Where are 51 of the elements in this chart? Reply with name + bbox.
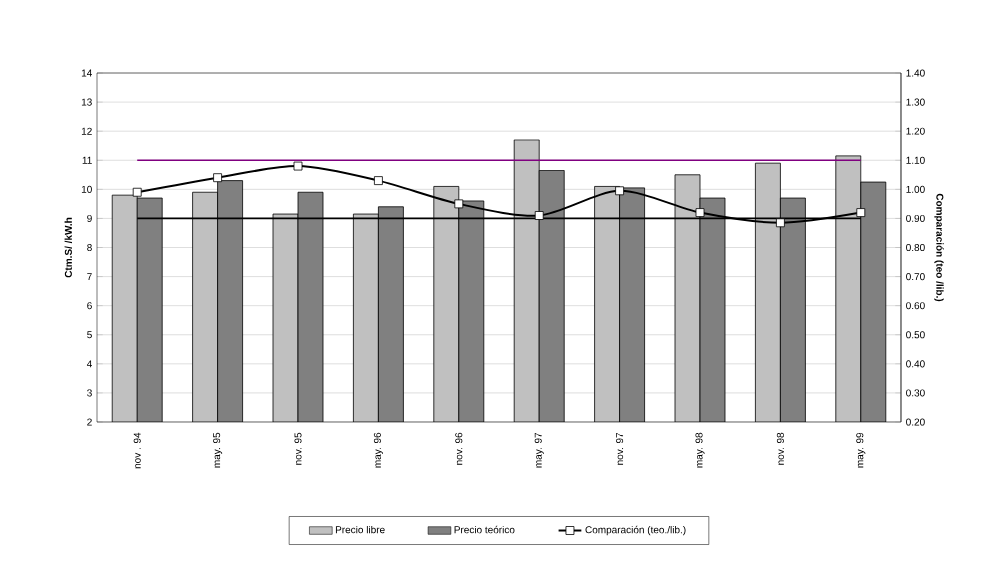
y2-tick-label: 0.50 <box>906 331 925 339</box>
y2-tick-label: 1.20 <box>906 127 925 135</box>
y-tick-label: 9 <box>87 214 92 222</box>
x-tick-label: may. 97 <box>534 432 544 468</box>
point <box>776 218 785 228</box>
x-tick-label: nov. 96 <box>455 432 463 465</box>
y-tick-label: 4 <box>86 360 92 368</box>
legend-label: Comparación (teo./lib.) <box>585 525 686 536</box>
y-tick-label: 10 <box>81 185 92 193</box>
legend-label: Precio teórico <box>454 525 515 534</box>
point <box>856 208 866 217</box>
y-axis-title: Ctm.S/ /kW.h <box>64 217 73 278</box>
y-tick-label: 6 <box>87 302 92 310</box>
y-tick-label: 5 <box>87 331 92 339</box>
y-tick-label: 3 <box>87 389 92 397</box>
point <box>534 211 544 220</box>
y2-axis-title: Comparación (teo /lib.) <box>934 193 944 302</box>
y-tick-label: 14 <box>81 69 92 77</box>
x-tick-label: nov. 97 <box>616 432 624 465</box>
point <box>695 208 705 217</box>
x-tick-label: may. 99 <box>856 432 866 468</box>
point <box>132 187 142 197</box>
point <box>454 199 464 209</box>
x-tick-label: nov. 98 <box>776 432 784 465</box>
x-tick-label: may. 96 <box>373 432 383 468</box>
y2-tick-label: 0.60 <box>906 302 925 310</box>
y2-tick-label: 0.20 <box>906 418 925 426</box>
x-tick-label: nov . 94 <box>133 432 141 469</box>
y2-tick-label: 1.10 <box>906 156 925 164</box>
y-tick-label: 11 <box>82 156 92 164</box>
y-tick-label: 8 <box>87 243 92 252</box>
y-tick-label: 2 <box>87 418 92 426</box>
point <box>374 176 383 186</box>
y2-tick-label: 1.40 <box>906 69 925 77</box>
y2-tick-label: 0.70 <box>906 273 925 281</box>
x-tick-label: nov. 95 <box>294 432 302 465</box>
y-tick-label: 7 <box>87 273 92 281</box>
x-tick-label: may. 95 <box>213 432 223 468</box>
y2-tick-label: 0.80 <box>906 243 925 252</box>
point <box>293 161 303 171</box>
y2-tick-label: 1.30 <box>906 98 925 106</box>
point <box>213 173 222 183</box>
y-tick-label: 12 <box>81 127 92 135</box>
point <box>615 186 624 196</box>
y2-tick-label: 0.90 <box>906 214 925 222</box>
y-tick-label: 13 <box>81 98 92 106</box>
y2-tick-label: 0.40 <box>906 360 925 368</box>
legend-label: Precio libre <box>335 525 385 534</box>
y2-tick-label: 0.30 <box>906 389 925 397</box>
y2-tick-label: 1.00 <box>906 185 925 193</box>
x-tick-label: may. 98 <box>695 432 705 468</box>
